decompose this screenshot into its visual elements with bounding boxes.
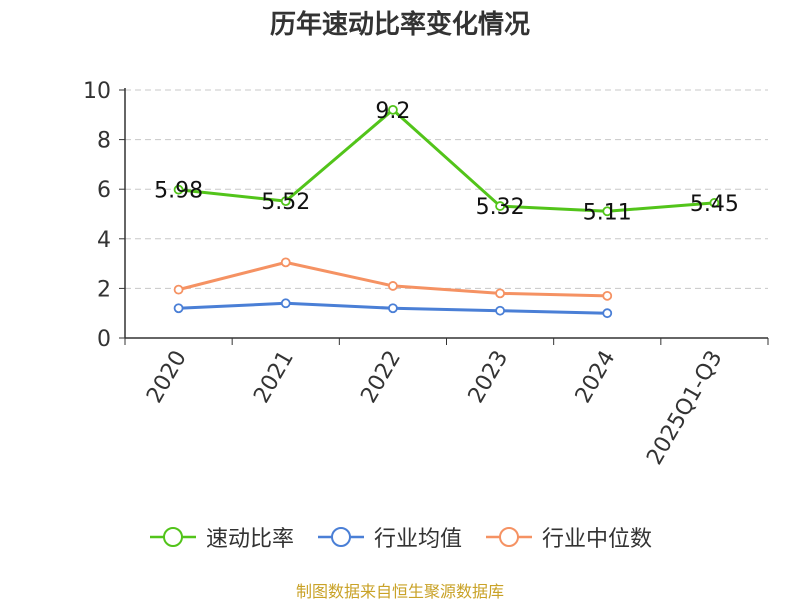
data-point (495, 305, 505, 316)
legend-label: 行业中位数 (542, 527, 653, 552)
x-tick-label: 2021 (249, 347, 299, 408)
y-tick-label: 4 (97, 228, 111, 253)
x-tick-label: 2022 (356, 347, 406, 408)
data-point (602, 206, 613, 217)
series-line (178, 108, 715, 213)
data-label: 5.11 (583, 200, 632, 225)
y-tick-label: 2 (97, 277, 111, 302)
chart-title: 历年速动比率变化情况 (269, 10, 530, 40)
x-tick-label: 2025Q1-Q3 (642, 347, 727, 470)
y-tick-label: 6 (97, 178, 111, 203)
data-label: 5.52 (261, 190, 310, 215)
x-tick-label: 2023 (464, 347, 514, 408)
legend-label: 速动比率 (205, 527, 294, 552)
legend-line-marker-icon (148, 525, 198, 549)
series-group (173, 104, 720, 319)
data-point (280, 298, 291, 309)
data-label: 5.45 (690, 192, 739, 217)
legend-item[interactable]: 速动比率 (148, 521, 294, 553)
data-point (280, 257, 291, 268)
grid-lines (125, 89, 768, 289)
data-point (173, 303, 184, 314)
legend-line-marker-icon (316, 525, 366, 549)
y-tick-label: 10 (83, 79, 111, 104)
x-tick-label: 2024 (571, 347, 621, 408)
legend-item[interactable]: 行业中位数 (484, 521, 652, 553)
data-point (495, 288, 505, 299)
legend: 速动比率 行业均值 行业中位数 (0, 520, 800, 554)
data-labels: 5.98 5.52 9.2 5.32 5.11 5.45 (154, 99, 739, 225)
data-point (388, 281, 398, 291)
y-tick-label: 0 (97, 327, 111, 352)
x-tick-label: 2020 (142, 347, 192, 408)
data-point (495, 201, 505, 211)
legend-line-marker-icon (484, 525, 534, 549)
data-label: 9.2 (375, 99, 410, 124)
data-point (602, 308, 613, 319)
data-point (388, 104, 398, 115)
source-note: 制图数据来自恒生聚源数据库 (295, 582, 504, 601)
y-tick-label: 8 (97, 129, 111, 154)
data-point (388, 303, 398, 314)
data-point (173, 284, 184, 295)
legend-label: 行业均值 (373, 527, 462, 552)
data-label: 5.32 (476, 195, 525, 220)
data-point (602, 290, 613, 301)
data-point (173, 184, 184, 195)
data-label: 5.98 (154, 179, 203, 204)
legend-item[interactable]: 行业均值 (316, 521, 462, 553)
data-point (709, 197, 720, 208)
data-point (280, 196, 291, 207)
